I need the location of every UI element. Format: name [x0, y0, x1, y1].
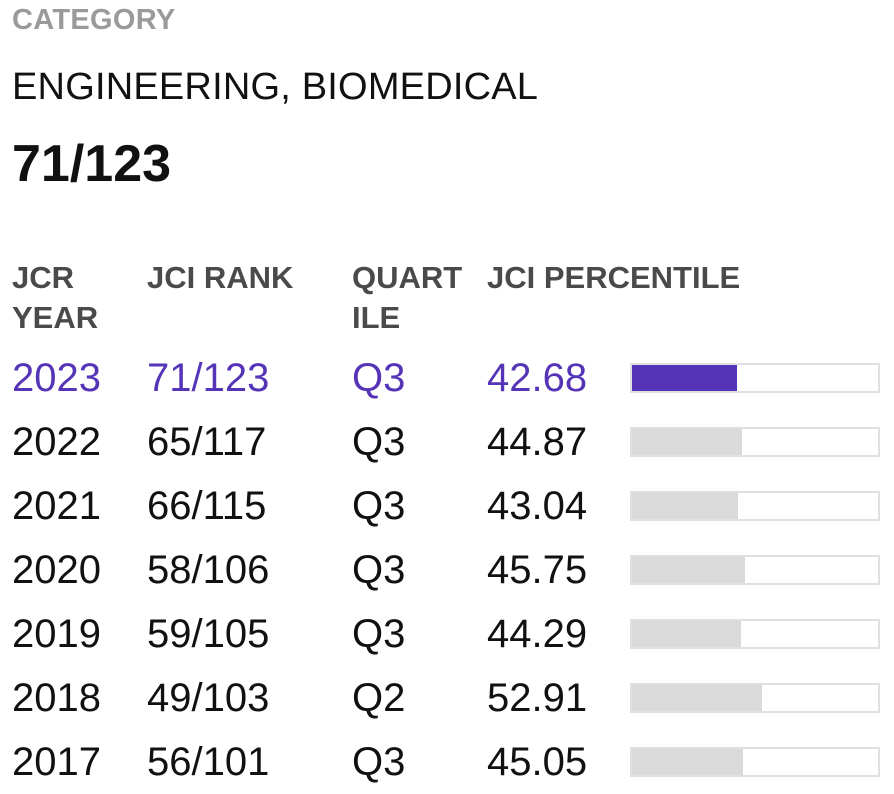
row-jci-percentile: 52.91	[487, 676, 588, 720]
table-row: 2020 58/106 Q3 45.75	[0, 538, 894, 602]
row-jci-percentile: 44.29	[487, 612, 588, 656]
header-jci-rank: JCI RANK	[147, 260, 294, 295]
category-label: CATEGORY	[12, 4, 176, 36]
category-name: ENGINEERING, BIOMEDICAL	[12, 66, 539, 108]
row-jci-rank: 65/117	[147, 420, 267, 464]
row-quartile: Q2	[352, 676, 406, 720]
row-year: 2021	[12, 484, 101, 528]
row-jci-percentile: 44.87	[487, 420, 588, 464]
row-year: 2020	[12, 548, 101, 592]
row-jci-rank: 49/103	[147, 676, 270, 720]
row-jci-rank: 58/106	[147, 548, 270, 592]
row-quartile: Q3	[352, 612, 406, 656]
percentile-bar	[630, 427, 880, 457]
percentile-bar-fill	[632, 429, 743, 455]
row-quartile: Q3	[352, 548, 406, 592]
row-year: 2022	[12, 420, 101, 464]
percentile-bar-fill	[632, 621, 741, 647]
row-jci-rank: 56/101	[147, 740, 270, 784]
percentile-bar	[630, 619, 880, 649]
percentile-bar-fill	[632, 685, 763, 711]
row-year: 2023	[12, 356, 101, 400]
table-row: 2021 66/115 Q3 43.04	[0, 474, 894, 538]
row-year: 2017	[12, 740, 101, 784]
category-rank: 71/123	[12, 135, 172, 193]
row-jci-rank: 59/105	[147, 612, 270, 656]
row-jci-percentile: 45.75	[487, 548, 588, 592]
percentile-bar	[630, 555, 880, 585]
header-quartile-line2: ILE	[352, 300, 401, 335]
row-jci-rank: 71/123	[147, 356, 270, 400]
percentile-bar-fill	[632, 493, 738, 519]
table-row: 2017 56/101 Q3 45.05	[0, 730, 894, 794]
row-quartile: Q3	[352, 356, 406, 400]
percentile-bar	[630, 747, 880, 777]
header-jcr-year: JCR YEAR	[12, 258, 122, 338]
header-jci-percentile: JCI PERCENTILE	[487, 260, 741, 295]
table-row: 2023 71/123 Q3 42.68	[0, 346, 894, 410]
header-quartile: QUART ILE	[352, 258, 472, 338]
header-jcr-year-line2: YEAR	[12, 300, 99, 335]
percentile-bar-fill	[632, 365, 737, 391]
table-row: 2018 49/103 Q2 52.91	[0, 666, 894, 730]
percentile-bar	[630, 363, 880, 393]
row-jci-percentile: 45.05	[487, 740, 588, 784]
percentile-bar-fill	[632, 749, 743, 775]
percentile-bar-fill	[632, 557, 745, 583]
header-jcr-year-line1: JCR	[12, 260, 75, 295]
percentile-bar	[630, 491, 880, 521]
row-year: 2018	[12, 676, 101, 720]
table-row: 2019 59/105 Q3 44.29	[0, 602, 894, 666]
percentile-bar	[630, 683, 880, 713]
row-jci-percentile: 43.04	[487, 484, 588, 528]
row-quartile: Q3	[352, 420, 406, 464]
row-jci-rank: 66/115	[147, 484, 267, 528]
row-quartile: Q3	[352, 740, 406, 784]
row-jci-percentile: 42.68	[487, 356, 588, 400]
table-row: 2022 65/117 Q3 44.87	[0, 410, 894, 474]
header-quartile-line1: QUART	[352, 260, 463, 295]
row-year: 2019	[12, 612, 101, 656]
row-quartile: Q3	[352, 484, 406, 528]
